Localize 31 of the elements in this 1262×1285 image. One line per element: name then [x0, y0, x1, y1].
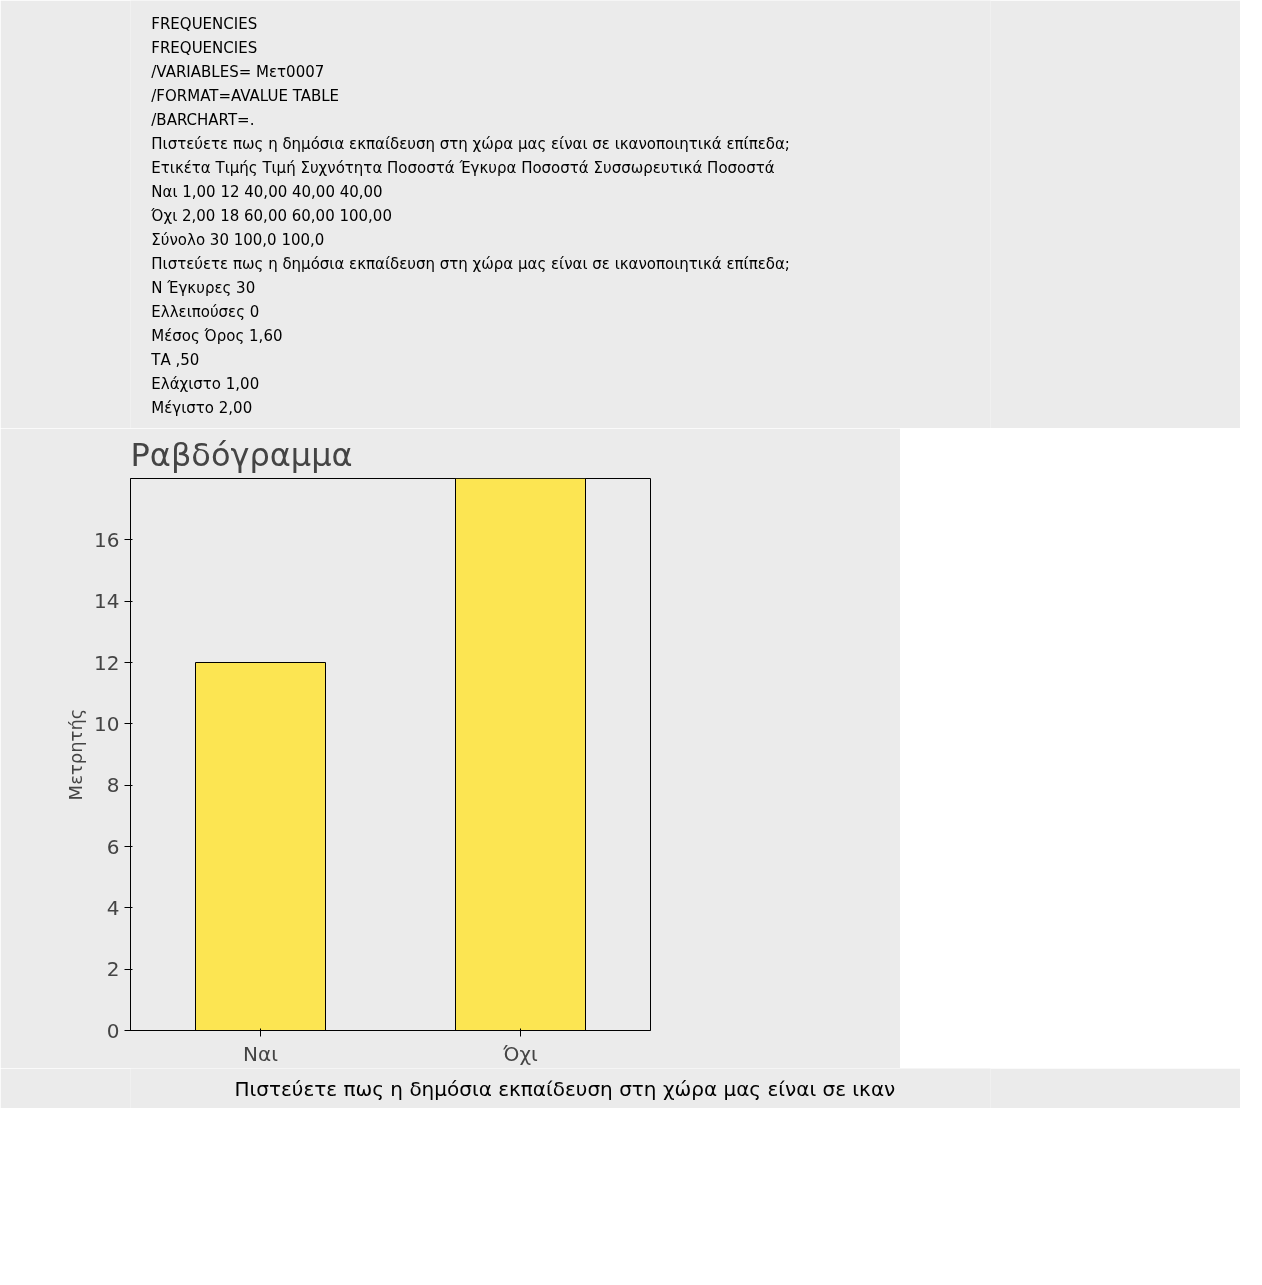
text: /VARIABLES= Μετ0007	[151, 62, 325, 81]
text: FREQUENCIES	[151, 14, 258, 33]
y-tick-label: 8	[106, 773, 120, 798]
y-tick-label: 14	[94, 589, 120, 614]
text: Πιστεύετε πως η δημόσια εκπαίδευση στη χώρα μας είναι σε ικανοποιητικά επίπεδα;	[151, 134, 790, 153]
text: /BARCHART=.	[151, 110, 255, 129]
chart-title: Ραβδόγραμμα	[130, 435, 353, 474]
y-tick-label: 10	[94, 711, 120, 736]
text: FREQUENCIES	[151, 38, 258, 57]
text: /FORMAT=AVALUE TABLE	[151, 86, 340, 105]
y-tick-label: 2	[106, 957, 120, 982]
text: Σύνολο 30 100,0 100,0	[151, 230, 325, 249]
y-tick-label: 16	[94, 527, 120, 552]
text: Όχι 2,00 18 60,00 60,00 100,00	[150, 206, 392, 225]
y-axis-title: Μετρητής	[65, 708, 87, 801]
text: Μέγιστο 2,00	[151, 398, 253, 417]
x-tick-label: Όχι	[502, 1041, 539, 1066]
text: Ελάχιστο 1,00	[151, 374, 260, 393]
text: Ναι 1,00 12 40,00 40,00 40,00	[151, 182, 383, 201]
text: Πιστεύετε πως η δημόσια εκπαίδευση στη χώρα μας είναι σε ικαν	[234, 1076, 896, 1101]
text: Μέσος Όρος 1,60	[151, 326, 283, 345]
x-tick-label: Ναι	[243, 1041, 279, 1066]
text: ΤΑ ,50	[150, 350, 200, 369]
text: Ελλειπούσες 0	[151, 302, 260, 321]
text: N Έγκυρες 30	[151, 278, 256, 297]
y-tick-label: 6	[106, 834, 120, 859]
text: Ετικέτα Τιμής Τιμή Συχνότητα Ποσοστά Έγκυρα Ποσοστά Συσσωρευτικά Ποσοστά	[151, 158, 775, 177]
y-tick-label: 0	[106, 1018, 120, 1043]
y-tick-label: 4	[106, 895, 120, 920]
y-tick-label: 12	[94, 650, 120, 675]
text: Πιστεύετε πως η δημόσια εκπαίδευση στη χώρα μας είναι σε ικανοποιητικά επίπεδα;	[151, 254, 790, 273]
